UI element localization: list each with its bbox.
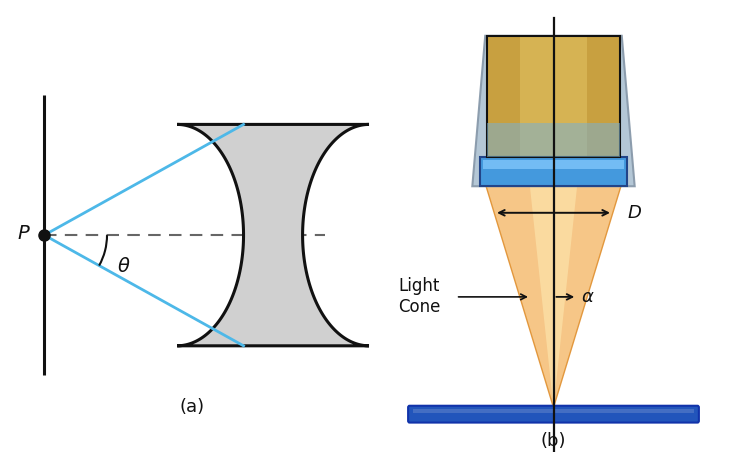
- Polygon shape: [472, 36, 635, 186]
- Polygon shape: [529, 177, 578, 408]
- FancyBboxPatch shape: [408, 406, 699, 423]
- Bar: [480, 158, 627, 186]
- Bar: [520, 36, 587, 158]
- Text: α: α: [582, 288, 593, 306]
- Text: θ: θ: [118, 257, 130, 276]
- Text: P: P: [18, 224, 30, 243]
- Polygon shape: [177, 124, 369, 346]
- Bar: [483, 160, 624, 169]
- Text: Light
Cone: Light Cone: [399, 278, 441, 316]
- Bar: [487, 124, 620, 158]
- Bar: [487, 36, 620, 158]
- Text: (a): (a): [179, 398, 204, 416]
- Polygon shape: [483, 177, 624, 408]
- Bar: [487, 36, 620, 158]
- Text: (b): (b): [541, 431, 566, 449]
- Bar: [413, 409, 694, 414]
- Text: D: D: [627, 204, 641, 222]
